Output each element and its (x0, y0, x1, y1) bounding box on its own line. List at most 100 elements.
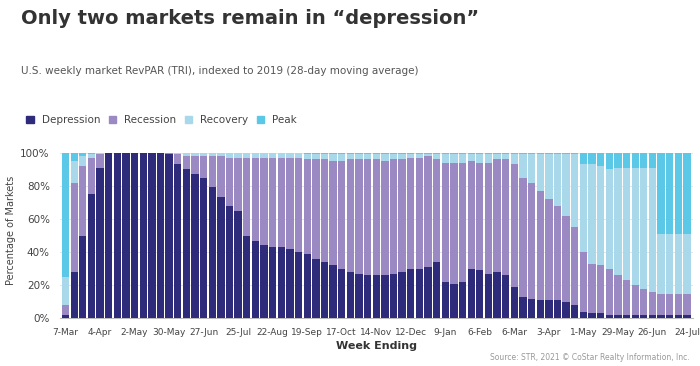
Bar (131, 153, 139, 318)
Bar (252, 153, 259, 158)
Bar (683, 294, 691, 315)
Bar (528, 183, 536, 299)
Bar (148, 153, 155, 318)
Bar (243, 153, 251, 158)
Bar (269, 247, 276, 318)
Text: U.S. weekly market RevPAR (TRI), indexed to 2019 (28-day moving average): U.S. weekly market RevPAR (TRI), indexed… (21, 66, 419, 76)
Bar (537, 154, 544, 191)
Bar (71, 183, 78, 272)
Bar (191, 156, 199, 174)
Bar (614, 315, 622, 318)
Bar (97, 153, 104, 154)
Bar (614, 153, 622, 168)
Bar (494, 153, 500, 154)
Bar (683, 153, 691, 234)
Bar (424, 154, 432, 156)
Bar (631, 285, 639, 315)
Bar (105, 153, 113, 318)
Bar (269, 158, 276, 247)
Bar (623, 315, 630, 318)
Bar (640, 168, 648, 288)
Bar (623, 168, 630, 280)
Bar (88, 194, 95, 318)
Bar (278, 158, 285, 247)
Bar (416, 153, 423, 154)
Bar (631, 153, 639, 168)
Bar (511, 164, 518, 287)
Bar (537, 191, 544, 300)
Bar (468, 153, 475, 154)
Bar (554, 153, 561, 154)
Bar (286, 249, 293, 318)
Bar (476, 270, 484, 318)
Bar (390, 274, 397, 318)
Bar (649, 168, 656, 292)
Bar (356, 274, 363, 318)
Bar (183, 153, 190, 156)
Bar (494, 154, 500, 159)
Bar (252, 158, 259, 240)
Bar (295, 252, 302, 318)
Bar (286, 158, 293, 249)
Bar (528, 154, 536, 183)
Bar (295, 158, 302, 252)
Bar (346, 153, 354, 154)
Bar (407, 153, 414, 154)
Bar (260, 153, 267, 158)
Bar (666, 153, 673, 234)
Bar (382, 154, 388, 161)
Bar (649, 315, 656, 318)
Bar (286, 153, 293, 158)
Bar (485, 153, 492, 154)
Bar (589, 264, 596, 313)
Bar (433, 262, 440, 318)
Bar (330, 161, 337, 265)
Bar (631, 315, 639, 318)
Bar (278, 153, 285, 158)
Bar (191, 174, 199, 318)
Bar (597, 153, 604, 166)
Bar (563, 154, 570, 216)
Bar (364, 159, 371, 275)
Bar (450, 284, 458, 318)
Bar (563, 153, 570, 154)
Bar (563, 216, 570, 302)
Text: Only two markets remain in “depression”: Only two markets remain in “depression” (21, 9, 479, 28)
Bar (545, 300, 552, 318)
Bar (407, 269, 414, 318)
Bar (295, 153, 302, 158)
Bar (424, 153, 432, 154)
Bar (614, 275, 622, 315)
Bar (502, 275, 510, 318)
Bar (580, 312, 587, 318)
Bar (519, 178, 526, 297)
Bar (330, 153, 337, 154)
Bar (330, 265, 337, 318)
Bar (459, 154, 466, 163)
Bar (139, 153, 147, 318)
Bar (657, 234, 665, 294)
Bar (528, 299, 536, 318)
Bar (200, 156, 207, 178)
Bar (321, 159, 328, 262)
Bar (416, 154, 423, 158)
Bar (494, 159, 500, 272)
Bar (97, 168, 104, 318)
Bar (260, 158, 267, 246)
Bar (442, 154, 449, 163)
Bar (657, 153, 665, 234)
Bar (338, 161, 345, 269)
Bar (424, 267, 432, 318)
Bar (442, 282, 449, 318)
Bar (304, 154, 311, 159)
Bar (226, 153, 233, 158)
Bar (511, 287, 518, 318)
Bar (606, 269, 613, 315)
Bar (468, 161, 475, 269)
Bar (494, 272, 500, 318)
Bar (321, 154, 328, 159)
Bar (511, 154, 518, 164)
Bar (554, 206, 561, 300)
Bar (450, 163, 458, 284)
Bar (226, 206, 233, 318)
